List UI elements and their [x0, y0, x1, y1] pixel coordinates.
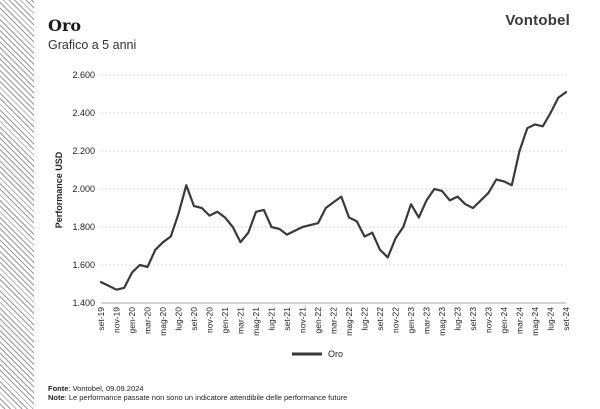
x-tick-label: set-23: [468, 307, 478, 331]
x-tick-label: nov-19: [112, 307, 122, 333]
x-tick-label: lug-24: [546, 307, 556, 331]
chart-grid: [101, 74, 566, 304]
chart-subtitle: Grafico a 5 anni: [48, 38, 137, 52]
footer: Fonte: Vontobel, 09.09.2024 Note: Le per…: [48, 384, 347, 402]
y-axis-ticks: 1.400 1.600 1.800 2.000 2.200 2.400 2.600: [72, 70, 95, 308]
series-line-oro: [99, 91, 568, 291]
x-tick-label: lug-21: [267, 307, 277, 331]
x-tick-label: mar-21: [236, 307, 246, 334]
x-tick-label: mar-23: [422, 307, 432, 334]
y-tick-label: 1.400: [72, 298, 95, 308]
source-text: : Vontobel, 09.09.2024: [68, 384, 144, 393]
x-tick-label: nov-20: [205, 307, 215, 333]
y-tick-label: 2.000: [72, 184, 95, 194]
x-tick-label: mar-24: [515, 307, 525, 334]
footer-note: Note: Le performance passate non sono un…: [48, 393, 347, 402]
x-tick-label: set-24: [561, 307, 571, 331]
note-text: : Le performance passate non sono un ind…: [64, 393, 348, 402]
x-tick-label: mar-20: [143, 307, 153, 334]
legend: Oro: [292, 349, 343, 359]
legend-label-oro: Oro: [328, 349, 343, 359]
x-tick-label: set-20: [189, 307, 199, 331]
x-tick-label: gen-24: [499, 307, 509, 334]
y-tick-label: 1.800: [72, 222, 95, 232]
note-label: Note: [48, 393, 65, 402]
x-tick-label: set-21: [282, 307, 292, 331]
x-tick-label: nov-23: [484, 307, 494, 333]
x-tick-label: lug-22: [360, 307, 370, 331]
x-tick-label: gen-23: [406, 307, 416, 334]
x-tick-label: gen-21: [220, 307, 230, 334]
x-tick-label: lug-23: [453, 307, 463, 331]
x-tick-label: mag-24: [530, 307, 540, 336]
x-tick-label: gen-22: [313, 307, 323, 334]
x-tick-label: mag-22: [344, 307, 354, 336]
y-axis-label: Performance USD: [54, 151, 64, 228]
x-tick-label: lug-20: [174, 307, 184, 331]
x-tick-label: set-19: [96, 307, 106, 331]
y-tick-label: 1.600: [72, 260, 95, 270]
footer-source: Fonte: Vontobel, 09.09.2024: [48, 384, 347, 393]
x-tick-label: set-22: [375, 307, 385, 331]
y-tick-label: 2.600: [72, 70, 95, 80]
x-tick-label: nov-21: [298, 307, 308, 333]
x-axis-ticks: set-19 nov-19 gen-20 mar-20 mag-20 lug-20 set-…: [96, 307, 571, 336]
y-tick-label: 2.400: [72, 108, 95, 118]
x-tick-label: nov-22: [391, 307, 401, 333]
x-tick-label: gen-20: [127, 307, 137, 334]
x-tick-label: mag-20: [158, 307, 168, 336]
x-tick-label: mag-23: [437, 307, 447, 336]
y-tick-label: 2.200: [72, 146, 95, 156]
brand-logo: Vontobel: [505, 12, 570, 29]
chart-title: Oro: [48, 16, 82, 35]
x-tick-label: mag-21: [251, 307, 261, 336]
source-label: Fonte: [48, 384, 69, 393]
hatched-margin: [0, 0, 34, 409]
x-tick-label: mar-22: [329, 307, 339, 334]
